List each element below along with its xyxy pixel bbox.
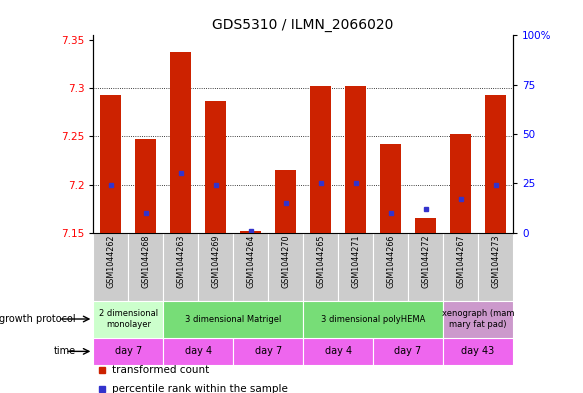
Bar [163, 301, 303, 338]
Bar [373, 233, 408, 301]
Text: time: time [54, 346, 76, 356]
Title: GDS5310 / ILMN_2066020: GDS5310 / ILMN_2066020 [212, 18, 394, 31]
Text: 3 dimensional Matrigel: 3 dimensional Matrigel [185, 314, 282, 323]
Bar [233, 233, 268, 301]
Bar [163, 233, 198, 301]
Text: GSM1044271: GSM1044271 [351, 235, 360, 288]
Bar [170, 52, 191, 233]
Text: day 7: day 7 [395, 346, 422, 356]
Bar [240, 231, 261, 233]
Text: 2 dimensional
monolayer: 2 dimensional monolayer [99, 309, 158, 329]
Bar [443, 233, 478, 301]
Text: GSM1044264: GSM1044264 [246, 235, 255, 288]
Text: GSM1044263: GSM1044263 [176, 235, 185, 288]
Bar [443, 338, 513, 365]
Bar [408, 233, 443, 301]
Bar [100, 95, 121, 233]
Text: GSM1044273: GSM1044273 [491, 235, 500, 288]
Bar [450, 134, 471, 233]
Bar [275, 170, 296, 233]
Bar [345, 86, 366, 233]
Bar [268, 233, 303, 301]
Bar [233, 338, 303, 365]
Bar [338, 233, 373, 301]
Bar [373, 338, 443, 365]
Text: day 4: day 4 [185, 346, 212, 356]
Bar [128, 233, 163, 301]
Text: day 7: day 7 [255, 346, 282, 356]
Bar [93, 338, 163, 365]
Text: GSM1044267: GSM1044267 [456, 235, 465, 288]
Bar [93, 301, 163, 338]
Bar [310, 86, 331, 233]
Text: day 43: day 43 [461, 346, 495, 356]
Text: transformed count: transformed count [112, 365, 209, 375]
Bar [135, 140, 156, 233]
Bar [443, 301, 513, 338]
Bar [303, 338, 373, 365]
Text: growth protocol: growth protocol [0, 314, 76, 324]
Text: GSM1044268: GSM1044268 [141, 235, 150, 288]
Bar [163, 338, 233, 365]
Text: 3 dimensional polyHEMA: 3 dimensional polyHEMA [321, 314, 426, 323]
Bar [303, 233, 338, 301]
Text: percentile rank within the sample: percentile rank within the sample [112, 384, 288, 393]
Text: GSM1044266: GSM1044266 [386, 235, 395, 288]
Text: GSM1044262: GSM1044262 [106, 235, 115, 288]
Text: GSM1044269: GSM1044269 [211, 235, 220, 288]
Text: GSM1044272: GSM1044272 [421, 235, 430, 288]
Bar [478, 233, 513, 301]
Text: day 7: day 7 [115, 346, 142, 356]
Bar [380, 144, 401, 233]
Text: GSM1044265: GSM1044265 [316, 235, 325, 288]
Bar [303, 301, 443, 338]
Bar [205, 101, 226, 233]
Text: day 4: day 4 [325, 346, 352, 356]
Bar [415, 218, 436, 233]
Bar [485, 95, 506, 233]
Bar [93, 233, 128, 301]
Bar [198, 233, 233, 301]
Text: xenograph (mam
mary fat pad): xenograph (mam mary fat pad) [442, 309, 514, 329]
Text: GSM1044270: GSM1044270 [281, 235, 290, 288]
